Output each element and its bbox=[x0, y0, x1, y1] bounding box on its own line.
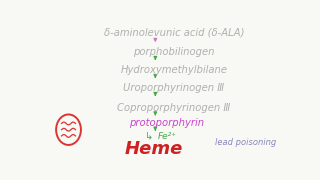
Text: Coproporphyrinogen Ⅲ: Coproporphyrinogen Ⅲ bbox=[117, 103, 230, 112]
Text: δ-aminolevunic acid (δ-ALA): δ-aminolevunic acid (δ-ALA) bbox=[104, 28, 244, 38]
Text: lead poisoning: lead poisoning bbox=[215, 138, 276, 147]
Text: Hydroxymethylbilane: Hydroxymethylbilane bbox=[120, 65, 228, 75]
Text: protoporphyrin: protoporphyrin bbox=[129, 118, 204, 128]
Text: ↳: ↳ bbox=[145, 132, 153, 142]
Text: Heme: Heme bbox=[125, 140, 183, 158]
Text: Uroporphyrinogen Ⅲ: Uroporphyrinogen Ⅲ bbox=[123, 83, 225, 93]
Text: Fe²⁺: Fe²⁺ bbox=[158, 132, 177, 141]
Text: porphobilinogen: porphobilinogen bbox=[133, 47, 215, 57]
